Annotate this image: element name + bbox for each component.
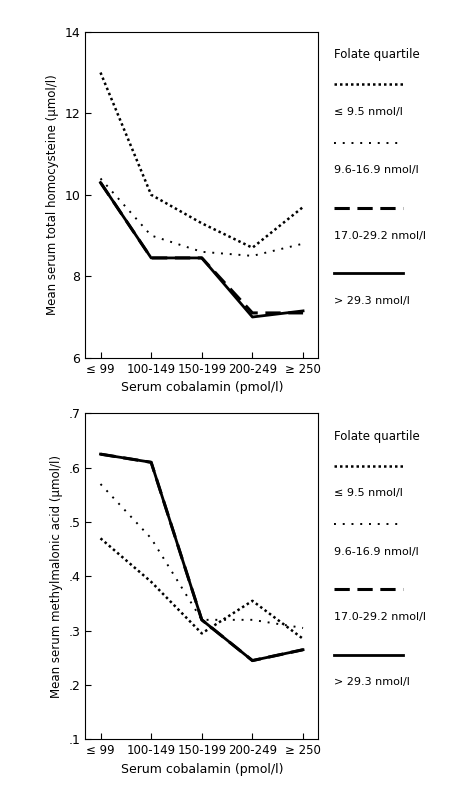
Text: 17.0-29.2 nmol/l: 17.0-29.2 nmol/l <box>334 612 426 622</box>
Text: 17.0-29.2 nmol/l: 17.0-29.2 nmol/l <box>334 231 426 241</box>
X-axis label: Serum cobalamin (pmol/l): Serum cobalamin (pmol/l) <box>120 762 283 776</box>
X-axis label: Serum cobalamin (pmol/l): Serum cobalamin (pmol/l) <box>120 381 283 394</box>
Text: Folate quartile: Folate quartile <box>334 430 420 443</box>
Text: 9.6-16.9 nmol/l: 9.6-16.9 nmol/l <box>334 165 419 176</box>
Text: ≤ 9.5 nmol/l: ≤ 9.5 nmol/l <box>334 488 403 498</box>
Text: ≤ 9.5 nmol/l: ≤ 9.5 nmol/l <box>334 107 403 117</box>
Y-axis label: Mean serum total homocysteine (μmol/l): Mean serum total homocysteine (μmol/l) <box>46 75 59 315</box>
Y-axis label: Mean serum methylmalonic acid (μmol/l): Mean serum methylmalonic acid (μmol/l) <box>50 455 63 698</box>
Text: > 29.3 nmol/l: > 29.3 nmol/l <box>334 677 410 688</box>
Text: 9.6-16.9 nmol/l: 9.6-16.9 nmol/l <box>334 547 419 557</box>
Text: > 29.3 nmol/l: > 29.3 nmol/l <box>334 296 410 306</box>
Text: Folate quartile: Folate quartile <box>334 48 420 61</box>
